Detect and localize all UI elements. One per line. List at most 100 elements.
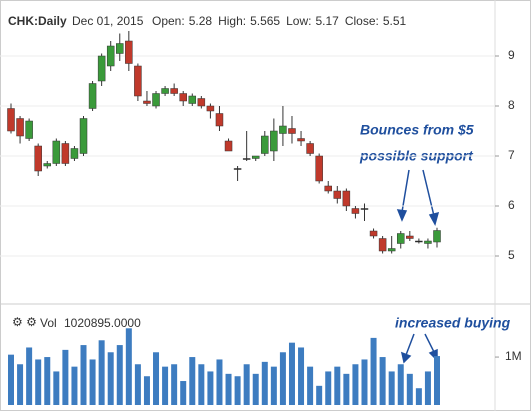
header-value: 5.565 (250, 14, 280, 28)
volume-bar (307, 366, 314, 405)
candle-body (215, 113, 224, 127)
volume-bar (279, 352, 286, 405)
candle-body (315, 155, 323, 182)
candle-body (279, 125, 287, 134)
volume-bar (134, 364, 141, 405)
volume-bar (261, 361, 268, 405)
candle-body (197, 98, 206, 107)
candle-body (188, 95, 197, 104)
candle-body (206, 105, 215, 112)
candle-body (288, 128, 296, 134)
volume-bar (216, 359, 223, 405)
ticker: CHK:Daily (8, 14, 67, 28)
candle-body (161, 88, 169, 94)
y-tick-label: 8 (508, 98, 515, 112)
volume-bar (434, 356, 440, 405)
candle-body (270, 130, 278, 152)
volume-bar (143, 376, 150, 405)
candle-body (387, 248, 396, 252)
candle-body (70, 148, 79, 159)
candle-body (333, 190, 342, 199)
volume-bar (397, 364, 404, 405)
volume-bar (171, 364, 178, 405)
volume-bar (270, 366, 277, 405)
candle-body (396, 233, 405, 244)
header-value: 5.17 (315, 14, 339, 28)
candle-body (7, 108, 15, 132)
volume-bar (198, 364, 205, 405)
annotation: increased buying (395, 315, 511, 331)
volume-bar (234, 376, 241, 405)
candle-body (324, 185, 332, 192)
candle-body (424, 240, 432, 244)
volume-bar (53, 371, 60, 405)
candle-body (306, 143, 314, 154)
candle-body (224, 140, 233, 152)
candle-body (297, 138, 305, 142)
volume-bar (107, 352, 114, 405)
volume-bar (424, 371, 431, 405)
volume-bar (125, 328, 132, 405)
candle-body (433, 230, 441, 243)
volume-bar (352, 364, 359, 405)
volume-bar (334, 366, 341, 405)
candle-body (261, 135, 269, 154)
y-tick-label: 9 (508, 48, 515, 62)
volume-bar (298, 347, 305, 405)
volume-bar (62, 349, 69, 405)
volume-bar (370, 337, 377, 405)
volume-bar (71, 366, 78, 405)
date: Dec 01, 2015 (72, 14, 144, 28)
candle-body (16, 118, 24, 137)
candle-body (351, 208, 360, 214)
candle-body (61, 143, 70, 164)
candle-body (415, 240, 423, 243)
volume-bar (406, 373, 413, 405)
y-tick-label: 7 (508, 148, 515, 162)
volume-bar (415, 388, 422, 405)
volume-bar (325, 371, 332, 405)
volume-bar (388, 371, 395, 405)
candle-body (242, 158, 251, 160)
candle-body (125, 40, 133, 64)
candle-body (152, 93, 160, 107)
candle-body (116, 43, 124, 54)
vol-name: Vol (40, 316, 57, 330)
y-tick-label: 5 (508, 248, 515, 262)
vol-value: 1020895.0000 (64, 316, 141, 330)
y-tick-label: 6 (508, 198, 515, 212)
candle-body (342, 190, 351, 207)
candle-body (251, 155, 260, 159)
volume-bar (288, 342, 295, 405)
y-tick-label: 1M (505, 349, 522, 363)
header-value: 5.28 (189, 14, 213, 28)
volume-bar (180, 381, 187, 405)
volume-bar (361, 359, 368, 405)
candle-body (360, 208, 369, 210)
header-label: Open: (152, 14, 185, 28)
volume-bar (207, 371, 214, 405)
header-label: Close: (345, 14, 379, 28)
candle-body (52, 140, 61, 164)
header-value: 5.51 (383, 14, 407, 28)
volume-bar (243, 364, 250, 405)
header-label: Low: (286, 14, 311, 28)
candle-body (43, 163, 52, 167)
volume-bar (252, 373, 259, 405)
candle-body (406, 235, 414, 239)
volume-bar (343, 373, 350, 405)
volume-bar (98, 340, 105, 405)
volume-bar (153, 352, 160, 405)
volume-bar (189, 357, 196, 405)
volume-bar (44, 357, 51, 405)
candle-body (143, 100, 151, 104)
candle-body (106, 45, 115, 67)
candle-body (179, 93, 187, 102)
volume-bar (26, 347, 33, 405)
candle-body (25, 120, 33, 139)
volume-bar (379, 357, 386, 405)
candle-body (378, 238, 387, 252)
annotation: Bounces from $5 (360, 122, 474, 138)
candle-body (170, 88, 178, 94)
